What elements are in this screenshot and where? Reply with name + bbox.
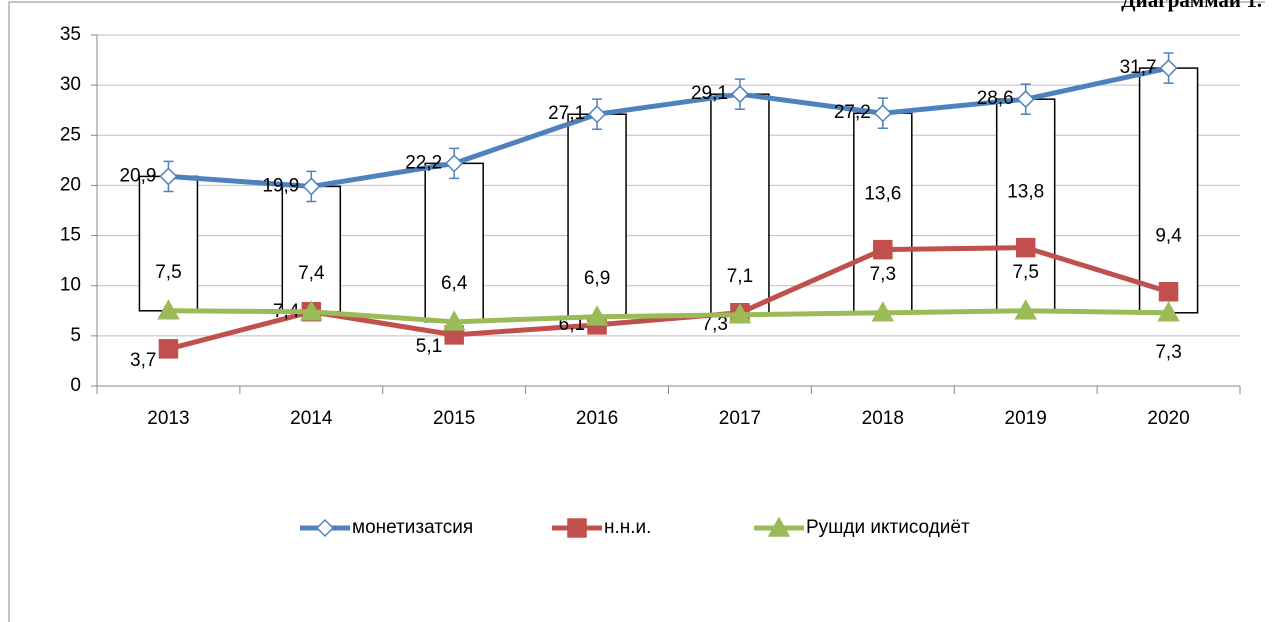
data-label: 7,5 bbox=[1012, 262, 1038, 283]
marker bbox=[1157, 301, 1180, 322]
data-label: 7,1 bbox=[727, 266, 753, 287]
data-label: 19,9 bbox=[262, 175, 299, 196]
y-tick-label: 35 bbox=[60, 24, 81, 45]
y-tick-label: 15 bbox=[60, 225, 81, 246]
marker bbox=[871, 301, 895, 322]
data-label: 6,4 bbox=[441, 273, 468, 294]
legend-label: монетизатсия bbox=[352, 517, 473, 538]
marker bbox=[302, 177, 321, 196]
data-label: 7,3 bbox=[870, 264, 896, 285]
marker bbox=[158, 339, 179, 359]
x-tick-label: 2016 bbox=[576, 408, 618, 429]
marker bbox=[315, 518, 335, 538]
data-label: 5,1 bbox=[416, 336, 442, 357]
up-down-bar bbox=[567, 113, 627, 318]
data-label: 7,5 bbox=[155, 262, 181, 283]
marker bbox=[1015, 237, 1036, 258]
data-label: 22,2 bbox=[405, 152, 442, 173]
marker bbox=[157, 299, 180, 320]
data-label: 27,1 bbox=[548, 103, 585, 124]
marker bbox=[567, 518, 587, 538]
data-label: 31,7 bbox=[1120, 57, 1157, 78]
up-down-bar bbox=[281, 185, 342, 313]
y-tick-label: 25 bbox=[60, 124, 81, 145]
marker bbox=[730, 85, 749, 104]
marker bbox=[442, 310, 466, 331]
chart-title: Диаграммаи 1. bbox=[1121, 0, 1262, 12]
y-tick-label: 0 bbox=[70, 375, 81, 396]
series-line bbox=[168, 65, 1170, 189]
up-down-bar bbox=[138, 175, 199, 312]
marker bbox=[873, 104, 892, 123]
marker bbox=[1159, 59, 1178, 78]
marker bbox=[300, 300, 323, 321]
marker bbox=[1158, 281, 1179, 302]
data-label: 29,1 bbox=[691, 83, 728, 104]
legend-label: Рушди иктисодиёт bbox=[806, 517, 970, 538]
y-tick-label: 5 bbox=[70, 325, 81, 346]
data-label: 13,8 bbox=[1007, 182, 1044, 203]
legend-label: н.н.и. bbox=[604, 517, 651, 538]
x-tick-label: 2017 bbox=[719, 408, 761, 429]
marker bbox=[1014, 299, 1037, 320]
marker bbox=[445, 154, 464, 173]
data-label: 27,2 bbox=[834, 102, 871, 123]
data-label: 9,4 bbox=[1155, 226, 1182, 247]
x-tick-label: 2019 bbox=[1005, 408, 1047, 429]
data-label: 3,7 bbox=[130, 350, 156, 371]
data-label: 7,3 bbox=[702, 314, 728, 335]
x-tick-label: 2020 bbox=[1147, 408, 1189, 429]
x-tick-label: 2014 bbox=[290, 408, 333, 429]
x-tick-label: 2015 bbox=[433, 408, 475, 429]
up-down-bar bbox=[1138, 67, 1199, 314]
up-down-bar bbox=[424, 162, 484, 323]
y-tick-label: 30 bbox=[60, 74, 81, 95]
data-label: 28,6 bbox=[977, 88, 1014, 109]
marker bbox=[767, 516, 791, 537]
x-tick-label: 2013 bbox=[147, 408, 189, 429]
data-label: 13,6 bbox=[864, 184, 901, 205]
y-tick-label: 20 bbox=[60, 174, 81, 195]
data-label: 20,9 bbox=[119, 165, 156, 186]
marker bbox=[728, 303, 752, 324]
marker bbox=[159, 167, 178, 186]
marker bbox=[588, 105, 607, 124]
y-tick-label: 10 bbox=[60, 275, 81, 296]
data-label: 6,9 bbox=[584, 268, 610, 289]
data-label: 7,4 bbox=[298, 263, 325, 284]
marker bbox=[1016, 90, 1035, 109]
series-line bbox=[168, 308, 1169, 325]
x-tick-label: 2018 bbox=[862, 408, 904, 429]
marker bbox=[585, 305, 609, 326]
marker bbox=[873, 239, 893, 260]
data-label: 7,3 bbox=[1155, 342, 1181, 363]
